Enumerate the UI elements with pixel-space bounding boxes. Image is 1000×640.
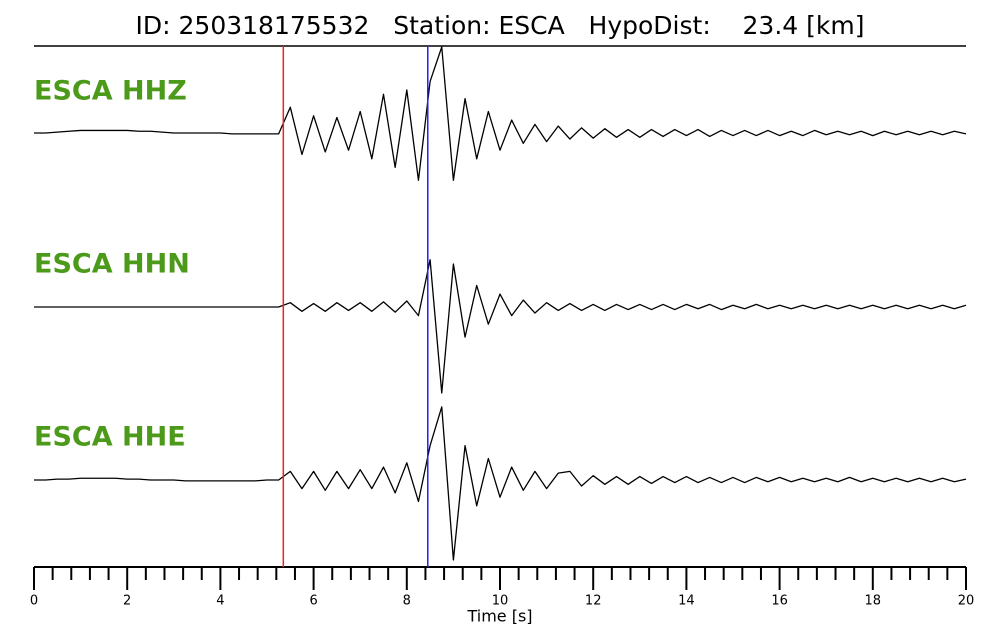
x-tick-label: 20	[958, 594, 975, 609]
chart-title: ID: 250318175532 Station: ESCA HypoDist:…	[136, 11, 865, 40]
x-tick-label: 0	[30, 594, 38, 609]
x-tick-label: 2	[123, 594, 131, 609]
x-tick-label: 8	[403, 594, 411, 609]
x-tick-label: 16	[771, 594, 788, 609]
waveform	[34, 46, 967, 181]
x-tick-label: 6	[309, 594, 317, 609]
trace-label: ESCA HHN	[34, 249, 190, 280]
trace-label: ESCA HHE	[34, 422, 186, 453]
waveform	[34, 406, 967, 561]
x-tick-label: 4	[216, 594, 224, 609]
waveform	[34, 259, 967, 394]
x-tick-label: 12	[585, 594, 602, 609]
trace-label: ESCA HHZ	[34, 76, 187, 107]
x-tick-label: 14	[678, 594, 695, 609]
x-axis-label: Time [s]	[466, 607, 532, 626]
x-tick-label: 18	[865, 594, 882, 609]
x-tick-label: 10	[492, 594, 509, 609]
